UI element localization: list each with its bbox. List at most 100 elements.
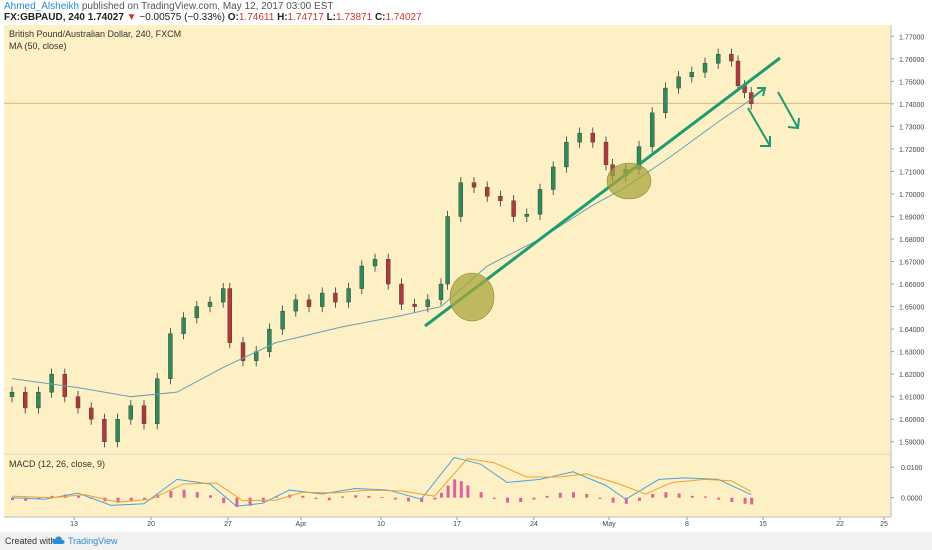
candles-layer <box>4 48 891 448</box>
candle-body <box>36 391 41 409</box>
macd-histogram-bar <box>341 496 344 498</box>
price-tick-label: 1.63000 <box>899 350 924 357</box>
time-tick-label: 20 <box>147 521 155 528</box>
macd-histogram-bar <box>367 495 371 498</box>
annotations-layer <box>424 56 800 328</box>
candle-body <box>716 54 721 64</box>
candle-body <box>141 405 147 424</box>
candle-body <box>702 63 708 73</box>
symbol-label: FX:GBPAUD, 240 <box>4 12 85 23</box>
price-tick-label: 1.70000 <box>899 192 924 199</box>
macd-histogram-bar <box>314 497 318 499</box>
macd-histogram-bar <box>248 497 252 506</box>
candle-body <box>603 141 609 165</box>
macd-histogram-bar <box>24 497 28 501</box>
price-tick-label: 1.67000 <box>899 260 924 267</box>
time-tick-label: 13 <box>70 521 78 528</box>
close-label: C: <box>374 12 386 23</box>
macd-histogram-bar <box>519 497 523 502</box>
down-arrow-right-head <box>787 117 800 130</box>
macd-histogram-bar <box>143 497 146 500</box>
price-tick-label: 1.73000 <box>899 124 924 131</box>
candle-body <box>306 299 312 307</box>
macd-histogram-bar <box>446 485 450 498</box>
candle-body <box>689 72 694 78</box>
macd-histogram-bar <box>690 495 694 498</box>
macd-tick-label: 0.0100 <box>901 465 923 472</box>
candle-body <box>471 182 477 188</box>
candle-body <box>320 292 325 307</box>
price-tick-label: 1.66000 <box>899 282 924 289</box>
candle-body <box>438 283 444 301</box>
high-value: 1.74717 <box>287 12 324 23</box>
candle-body <box>23 391 28 409</box>
down-arrow <box>747 107 771 147</box>
candle-body <box>128 405 134 420</box>
candle-body <box>207 301 213 307</box>
macd-histogram-bar <box>235 497 239 507</box>
low-label: L: <box>326 12 337 23</box>
macd-histogram-bar <box>624 497 628 504</box>
macd-histogram-bar <box>730 497 734 502</box>
macd-histogram-bar <box>169 490 173 498</box>
macd-histogram-bar <box>50 495 54 498</box>
time-axis: 13 20 27 Apr 10 17 24 May 8 15 22 25 <box>70 517 888 528</box>
macd-histogram-bar <box>11 497 14 501</box>
macd-histogram-bar <box>717 497 721 500</box>
macd-histogram-bar <box>492 497 496 499</box>
support-ellipse <box>449 272 495 322</box>
candle-body <box>240 342 246 361</box>
time-tick-label: 25 <box>880 521 888 528</box>
tradingview-link[interactable]: TradingView <box>68 536 118 546</box>
macd-histogram-bar <box>354 495 358 498</box>
macd-histogram-bar <box>532 497 536 500</box>
created-with-text: Created with <box>5 536 56 546</box>
price-change: −0.00575 (−0.33%) <box>139 12 225 23</box>
publish-info: Ahmed_Alsheikh published on TradingView.… <box>4 1 333 12</box>
candle-body <box>181 317 186 334</box>
footer-bar: Created with TradingView <box>0 532 932 550</box>
macd-histogram-bar <box>407 497 410 502</box>
time-tick-label: 27 <box>224 521 232 528</box>
macd-histogram-bar <box>129 497 133 502</box>
time-tick-label: May <box>602 521 616 528</box>
price-axis: 1.77000 1.76000 1.75000 1.74000 1.73000 1.720… <box>891 34 924 447</box>
macd-legend: MACD (12, 26, close, 9) <box>9 459 105 469</box>
candle-body <box>115 419 120 442</box>
candle-body <box>498 195 503 201</box>
price-tick-label: 1.64000 <box>899 327 924 334</box>
candle-body <box>49 373 54 393</box>
price-chart[interactable]: British Pound/Australian Dollar, 240, FX… <box>0 0 932 532</box>
price-tick-label: 1.77000 <box>899 34 924 41</box>
open-value: 1.74611 <box>238 12 275 23</box>
time-tick-label: 17 <box>453 521 461 528</box>
macd-histogram-bar <box>327 497 331 501</box>
macd-line <box>11 456 752 507</box>
candle-body <box>346 288 351 303</box>
candle-body <box>663 87 668 114</box>
macd-histogram-bar <box>301 495 305 498</box>
candle-body <box>485 186 490 197</box>
candle-body <box>75 396 81 409</box>
author-link[interactable]: Ahmed_Alsheikh <box>4 1 80 12</box>
candle-body <box>9 391 15 397</box>
candle-body <box>458 182 463 217</box>
macd-histogram-bar <box>222 497 226 504</box>
macd-histogram-bar <box>453 479 457 498</box>
candle-body <box>577 132 582 143</box>
macd-histogram-bar <box>638 497 641 501</box>
open-label: O: <box>227 12 239 23</box>
price-tick-label: 1.68000 <box>899 237 924 244</box>
candle-body <box>293 299 298 312</box>
macd-histogram-bar <box>479 492 483 498</box>
time-tick-label: 10 <box>377 521 385 528</box>
candle-body <box>359 265 364 289</box>
ma-legend: MA (50, close) <box>9 41 67 51</box>
last-price: 1.74027 <box>87 12 124 23</box>
down-arrow-icon: ▼ <box>126 12 137 23</box>
signal-line <box>11 458 752 503</box>
up-arrow <box>751 87 766 99</box>
candle-body <box>524 214 529 217</box>
published-text: published on TradingView.com, May 12, 20… <box>81 1 334 12</box>
